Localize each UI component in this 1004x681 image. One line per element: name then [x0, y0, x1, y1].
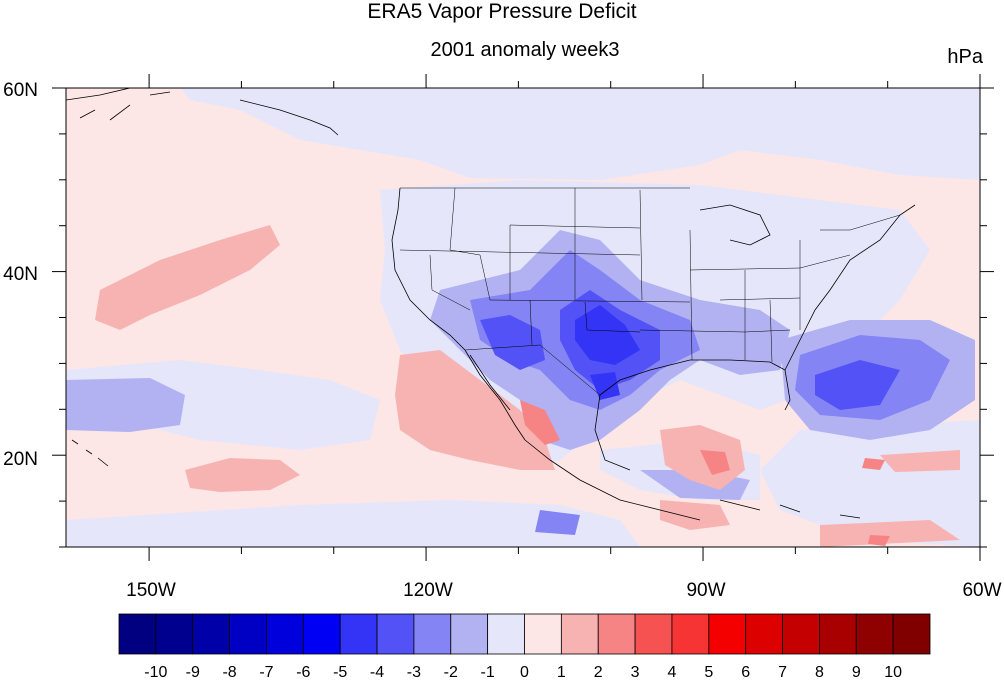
colorbar-swatch [855, 613, 894, 655]
colorbar-swatch [155, 613, 194, 655]
colorbar-swatch [376, 613, 415, 655]
map-title: ERA5 Vapor Pressure Deficit [367, 0, 637, 23]
coastlines [66, 88, 916, 521]
colorbar-label: 5 [704, 664, 713, 681]
x-tick-label: 90W [686, 580, 725, 601]
contour-field [66, 88, 980, 547]
colorbar-swatch [782, 613, 820, 655]
colorbar-swatch [192, 613, 230, 655]
colorbar-label: -3 [407, 664, 421, 681]
colorbar-swatch [302, 613, 341, 655]
colorbar-swatch [671, 613, 710, 655]
colorbar-label: 8 [815, 664, 824, 681]
units-label: hPa [947, 46, 983, 68]
colorbar-label: -9 [186, 664, 200, 681]
colorbar-label: -7 [259, 664, 273, 681]
colorbar-label: -1 [481, 664, 495, 681]
colorbar-swatch [266, 613, 304, 655]
colorbar-label: 7 [778, 664, 787, 681]
colorbar-label: 0 [520, 664, 529, 681]
x-tick-label: 120W [403, 580, 453, 601]
colorbar-swatch [819, 613, 857, 655]
x-tick-label: 60W [962, 580, 1001, 601]
colorbar-label: -2 [444, 664, 458, 681]
state-boundaries [399, 187, 901, 396]
x-tick-label: 150W [126, 580, 176, 601]
contour-level-plus1 [95, 225, 960, 547]
axis-ticks [52, 74, 994, 561]
y-tick-label: 60N [3, 80, 38, 101]
colorbar-swatch [450, 613, 489, 655]
colorbar-label: 3 [631, 664, 640, 681]
colorbar-swatch [745, 613, 783, 655]
colorbar-label: 10 [884, 664, 902, 681]
colorbar-swatch [892, 613, 931, 655]
colorbar-swatch [524, 613, 562, 655]
colorbar-label: -10 [144, 664, 167, 681]
colorbar-label: -4 [370, 664, 384, 681]
colorbar-label: 1 [557, 664, 566, 681]
colorbar-swatch [487, 613, 525, 655]
colorbar-label: 2 [594, 664, 603, 681]
colorbar-label: 4 [668, 664, 677, 681]
colorbar-label: 6 [741, 664, 750, 681]
colorbar: -10 -9 -8 -7 -6 -5 -4 -3 -2 -1 0 1 2 3 4 5 6 7 8 9 10 [118, 613, 931, 681]
colorbar-swatch [229, 613, 267, 655]
map-subtitle: 2001 anomaly week3 [430, 39, 620, 61]
y-tick-label: 20N [3, 449, 38, 470]
colorbar-swatch [413, 613, 452, 655]
colorbar-swatch [560, 613, 599, 655]
colorbar-label: -5 [333, 664, 347, 681]
colorbar-swatch [597, 613, 636, 655]
colorbar-swatch [339, 613, 378, 655]
colorbar-swatch [708, 613, 747, 655]
colorbar-label: -6 [296, 664, 310, 681]
y-tick-label: 40N [3, 264, 38, 285]
contour-level-plus2 [520, 400, 890, 546]
colorbar-label: -8 [222, 664, 236, 681]
colorbar-swatch [118, 613, 157, 655]
colorbar-swatch [634, 613, 673, 655]
colorbar-label: 9 [852, 664, 861, 681]
